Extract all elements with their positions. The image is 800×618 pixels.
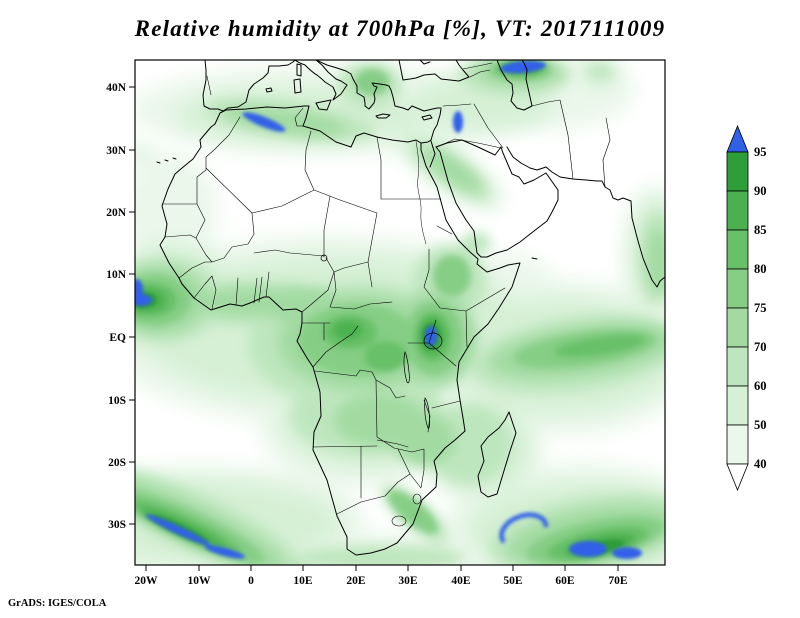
colorbar-segment — [726, 268, 749, 309]
southern-africa-borders — [312, 379, 431, 515]
colorbar-segment — [726, 307, 749, 348]
colorbar-segment — [726, 385, 749, 426]
colorbar-arrow-top — [726, 124, 749, 153]
lat-tick-label: 40N — [106, 82, 127, 94]
lat-tick-label: 10S — [108, 395, 126, 407]
colorbar-labels: 95 90 85 80 75 70 60 50 40 — [754, 145, 767, 471]
iberia-france-coastline — [202, 60, 296, 112]
colorbar-label: 80 — [754, 262, 767, 276]
colorbar-segment — [726, 424, 749, 465]
colorbar-label: 60 — [754, 379, 767, 393]
lat-tickmarks — [129, 86, 135, 525]
nile-river — [415, 140, 427, 245]
colorbar-label: 85 — [754, 223, 767, 237]
swaziland-border — [412, 493, 422, 505]
arabia-coastline — [435, 139, 559, 258]
middle-east-borders — [206, 62, 611, 188]
lon-tick-label: 10E — [293, 575, 313, 587]
colorbar-label: 90 — [754, 184, 767, 198]
lon-tick-label: 50E — [503, 575, 523, 587]
caspian-coastline — [496, 60, 533, 111]
lon-tick-label: 0 — [248, 575, 254, 587]
colorbar-segment — [726, 229, 749, 270]
cyclone-swirl — [499, 512, 549, 544]
lat-axis-labels: 40N 30N 20N 10N EQ 10S 20S 30S — [106, 82, 127, 531]
colorbar-segment — [726, 346, 749, 387]
islands-coastline — [156, 63, 538, 260]
coastlines — [156, 60, 665, 556]
madagascar-coastline — [477, 411, 517, 498]
grads-attribution: GrADS: IGES/COLA — [8, 598, 107, 609]
page-title: Relative humidity at 700hPa [%], VT: 201… — [134, 16, 666, 41]
colorbar-segment — [726, 151, 749, 192]
lon-axis-labels: 20W 10W 0 10E 20E 30E 40E 50E 60E 70E — [135, 575, 628, 587]
lon-tickmarks — [145, 565, 619, 571]
lon-tick-label: 40E — [451, 575, 471, 587]
lat-tick-label: 30N — [106, 145, 127, 157]
lakes-rivers — [320, 140, 443, 429]
colorbar-arrow-bottom — [726, 463, 749, 492]
africa-coastline — [159, 105, 521, 556]
italy-coastline — [294, 60, 348, 101]
country-borders — [161, 62, 611, 527]
lake-tanganyika — [403, 350, 410, 384]
colorbar-label: 50 — [754, 418, 767, 432]
colorbar-label: 40 — [754, 457, 767, 471]
lake-victoria — [423, 332, 443, 350]
lon-tick-label: 20E — [346, 575, 366, 587]
balkans-greece-coastline — [315, 60, 442, 112]
lat-tick-label: 10N — [106, 269, 127, 281]
lat-tick-label: 20S — [108, 457, 126, 469]
lesotho-border — [391, 515, 407, 527]
lon-tick-label: 30E — [398, 575, 418, 587]
colorbar-label: 70 — [754, 340, 767, 354]
lat-tick-label: 30S — [108, 519, 126, 531]
colorbar-label: 75 — [754, 301, 767, 315]
lon-tick-label: 60E — [555, 575, 575, 587]
humidity-field — [135, 60, 665, 565]
lake-chad — [320, 254, 328, 262]
north-africa-borders — [161, 107, 442, 288]
lat-tick-label: EQ — [109, 332, 126, 344]
lon-tick-label: 10W — [188, 575, 212, 587]
lat-tick-label: 20N — [106, 207, 127, 219]
colorbar: 95 90 85 80 75 70 60 50 40 — [726, 124, 767, 492]
west-africa-borders — [178, 212, 335, 313]
colorbar-label: 95 — [754, 145, 767, 159]
field-level-95-blobs — [135, 60, 642, 559]
lon-tick-label: 20W — [135, 575, 159, 587]
lon-tick-label: 70E — [608, 575, 628, 587]
iran-india-coastline — [506, 146, 665, 288]
map-frame — [134, 59, 666, 566]
black-sea-coastline — [398, 60, 470, 82]
lake-malawi — [424, 397, 431, 429]
colorbar-segment — [726, 190, 749, 231]
